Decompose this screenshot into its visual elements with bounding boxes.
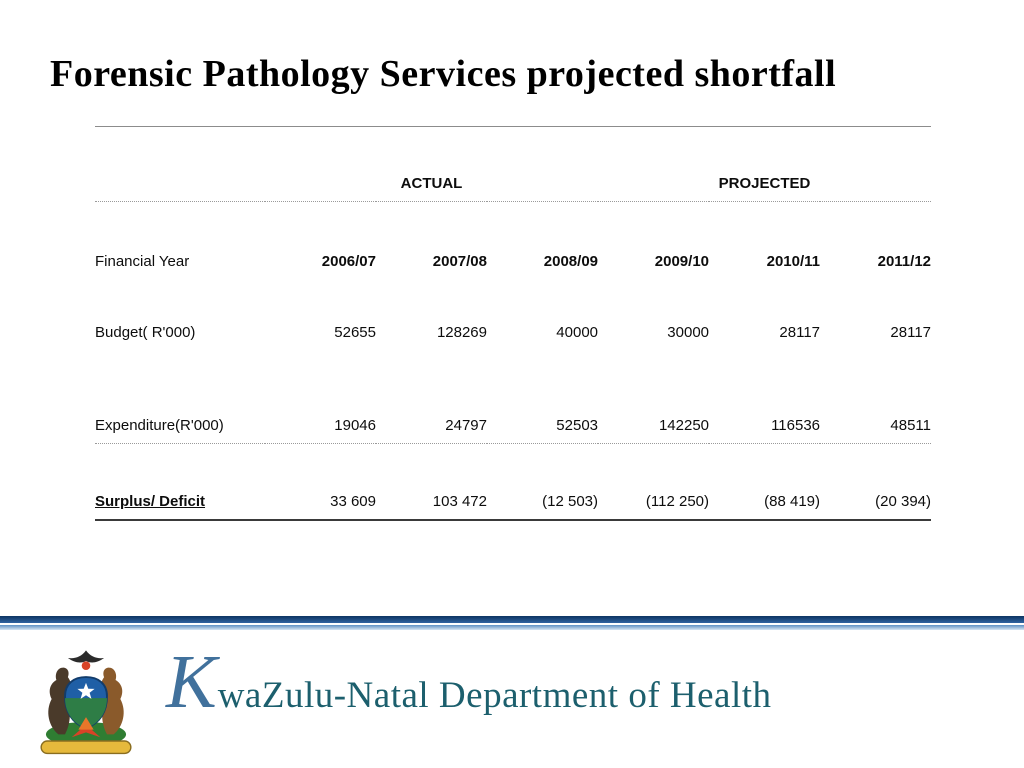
footer-divider (0, 616, 1024, 630)
year-header: 2008/09 (543, 253, 599, 270)
table-cell: 30000 (667, 324, 710, 341)
table-cell: 24797 (376, 350, 487, 444)
year-header: 2011/12 (877, 253, 932, 270)
row-label-budget: Budget( R'000) (95, 324, 196, 341)
table-row: Financial Year 2006/07 2007/08 2008/09 2… (95, 202, 931, 280)
table-cell: 52503 (487, 350, 599, 444)
year-header: 2009/10 (654, 253, 710, 270)
row-label-expenditure: Expenditure(R'000) (95, 350, 265, 444)
table-cell: 116536 (709, 350, 821, 444)
row-label-surplus-deficit: Surplus/ Deficit (95, 443, 265, 521)
table-cell: 128269 (436, 324, 487, 341)
year-header: 2007/08 (432, 253, 487, 270)
table-cell: 33 609 (265, 443, 376, 521)
financials-table: ACTUAL PROJECTED Financial Year 2006/07 … (95, 156, 932, 521)
table-cell: (12 503) (487, 443, 599, 521)
table-row: Expenditure(R'000) 19046 24797 52503 142… (95, 350, 932, 444)
table-cell: (88 419) (709, 443, 821, 521)
table-row: Surplus/ Deficit 33 609 103 472 (12 503)… (95, 443, 932, 521)
footer-divider-gap (0, 623, 1024, 625)
table-cell: 103 472 (376, 443, 487, 521)
org-name-text: waZulu-Natal Department of Health (217, 675, 772, 716)
org-initial-letter: K (166, 640, 217, 724)
slide-title: Forensic Pathology Services projected sh… (50, 53, 837, 95)
table-cell: 19046 (265, 350, 376, 444)
footer-divider-navy-line (0, 616, 1024, 623)
table-row: Budget( R'000) 52655 128269 40000 30000 … (95, 279, 931, 350)
title-divider (95, 126, 931, 127)
row-label-financial-year: Financial Year (95, 253, 190, 270)
kzn-coat-of-arms-icon (40, 650, 132, 755)
footer-divider-light-line (0, 625, 1024, 630)
table-cell: 40000 (556, 324, 599, 341)
column-group-projected: PROJECTED (598, 156, 932, 202)
table-cell: 142250 (598, 350, 710, 444)
column-group-actual: ACTUAL (265, 156, 599, 202)
table-cell: 28117 (779, 324, 821, 341)
table-cell: 48511 (820, 350, 932, 444)
table-cell: 28117 (890, 324, 932, 341)
table-cell: 52655 (334, 324, 376, 341)
year-header: 2010/11 (766, 253, 821, 270)
table-cell: (112 250) (598, 443, 710, 521)
table-cell: (20 394) (820, 443, 932, 521)
year-header: 2006/07 (321, 253, 376, 270)
empty-cell (95, 156, 265, 202)
table-row: ACTUAL PROJECTED (95, 156, 932, 202)
